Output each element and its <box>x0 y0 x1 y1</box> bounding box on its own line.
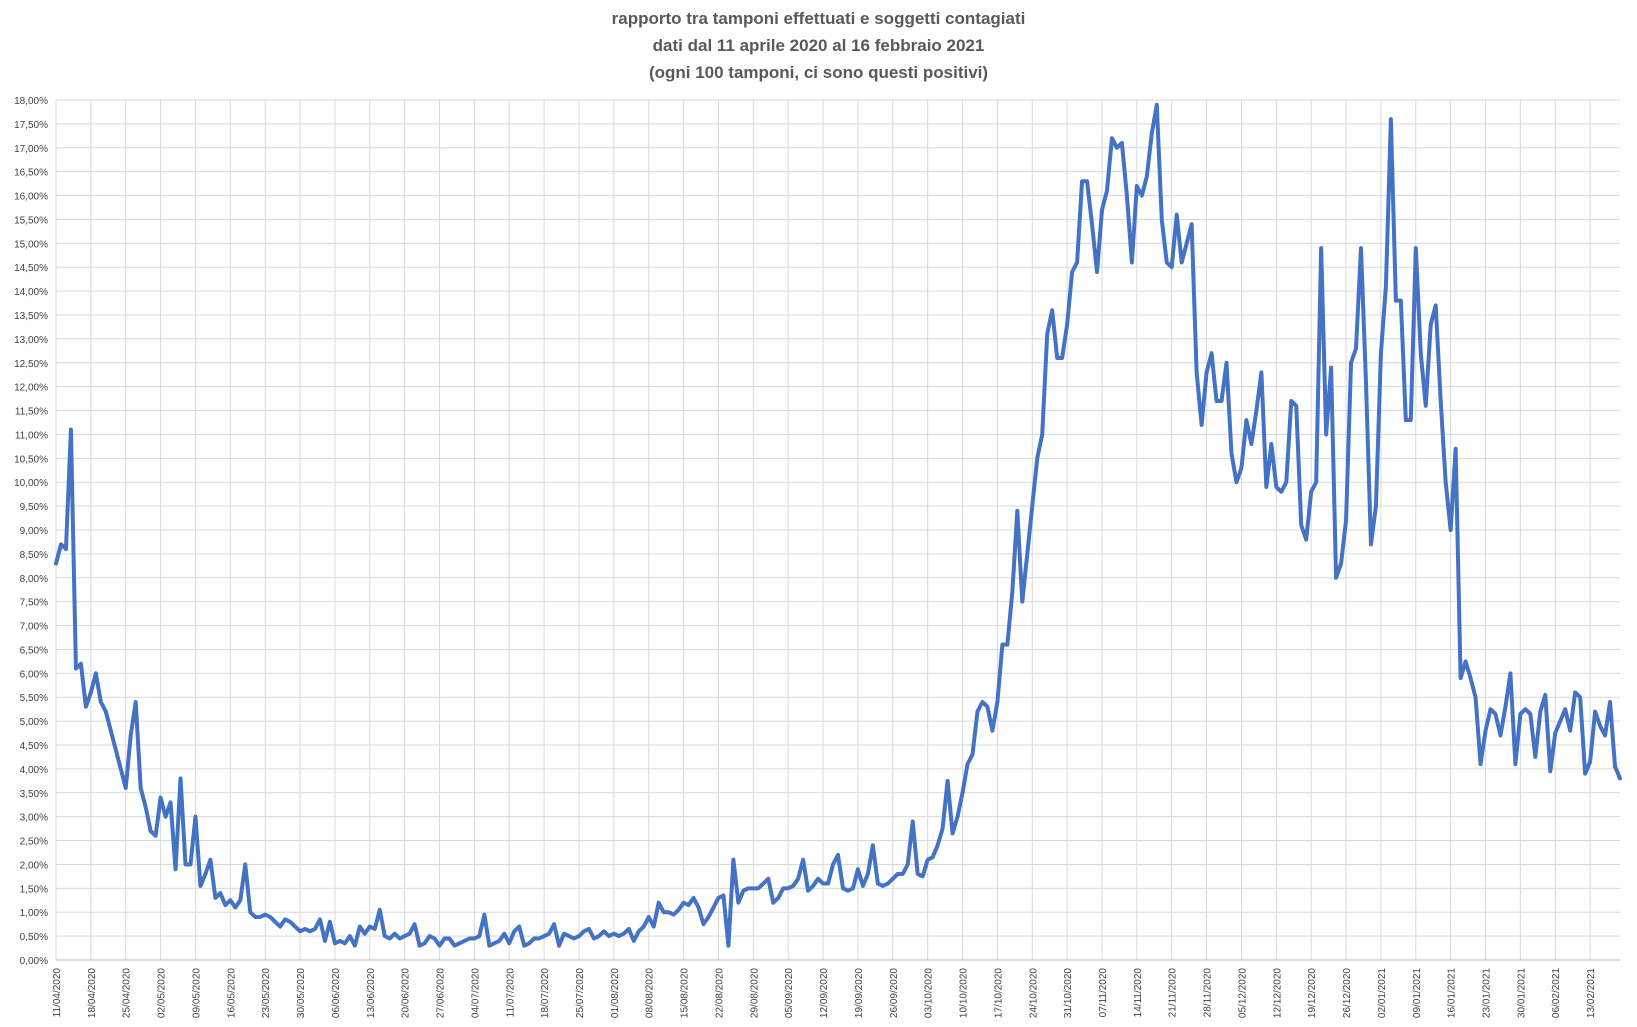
x-tick-label: 11/04/2020 <box>52 968 63 1018</box>
x-tick-label: 09/01/2021 <box>1412 968 1423 1018</box>
x-tick-label: 27/06/2020 <box>436 968 447 1018</box>
x-tick-label: 24/10/2020 <box>1028 968 1039 1018</box>
y-tick-label: 6,00% <box>20 669 48 680</box>
x-tick-label: 14/11/2020 <box>1133 968 1144 1018</box>
x-tick-label: 25/04/2020 <box>122 968 133 1018</box>
x-tick-label: 05/12/2020 <box>1237 968 1248 1018</box>
y-tick-label: 7,50% <box>20 598 48 609</box>
x-tick-label: 03/10/2020 <box>924 968 935 1018</box>
x-tick-label: 07/11/2020 <box>1098 968 1109 1018</box>
y-tick-label: 17,00% <box>14 144 48 155</box>
x-tick-label: 28/11/2020 <box>1203 968 1214 1018</box>
x-tick-label: 06/06/2020 <box>331 968 342 1018</box>
x-tick-label: 09/05/2020 <box>191 968 202 1018</box>
x-tick-label: 12/12/2020 <box>1272 968 1283 1018</box>
y-tick-label: 3,00% <box>20 813 48 824</box>
y-tick-label: 9,50% <box>20 502 48 513</box>
x-tick-label: 26/09/2020 <box>889 968 900 1018</box>
y-tick-label: 14,50% <box>14 263 48 274</box>
y-tick-label: 0,50% <box>20 932 48 943</box>
y-tick-label: 11,50% <box>15 407 48 418</box>
x-tick-label: 15/08/2020 <box>680 968 691 1018</box>
x-tick-label: 05/09/2020 <box>784 968 795 1018</box>
y-tick-label: 6,50% <box>20 645 48 656</box>
y-tick-label: 1,00% <box>20 908 48 919</box>
x-tick-label: 20/06/2020 <box>401 968 412 1018</box>
x-tick-label: 17/10/2020 <box>993 968 1004 1018</box>
y-tick-label: 5,00% <box>20 717 48 728</box>
x-tick-label: 29/08/2020 <box>749 968 760 1018</box>
x-tick-label: 25/07/2020 <box>575 968 586 1018</box>
x-tick-label: 18/04/2020 <box>87 968 98 1018</box>
x-tick-label: 22/08/2020 <box>714 968 725 1018</box>
y-tick-label: 1,50% <box>20 884 48 895</box>
y-tick-label: 2,50% <box>20 837 48 848</box>
chart-title-line-2: dati dal 11 aprile 2020 al 16 febbraio 2… <box>652 36 985 55</box>
y-tick-label: 10,00% <box>14 478 48 489</box>
y-tick-label: 15,50% <box>14 215 48 226</box>
y-tick-label: 16,50% <box>14 168 48 179</box>
y-tick-label: 13,00% <box>14 335 48 346</box>
y-tick-label: 17,50% <box>14 120 48 131</box>
x-tick-label: 31/10/2020 <box>1063 968 1074 1018</box>
x-tick-label: 04/07/2020 <box>470 968 481 1018</box>
x-tick-label: 10/10/2020 <box>959 968 970 1018</box>
y-tick-label: 8,00% <box>20 574 48 585</box>
y-tick-label: 15,00% <box>14 239 48 250</box>
y-tick-label: 18,00% <box>14 96 48 107</box>
x-tick-label: 16/01/2021 <box>1447 968 1458 1018</box>
y-tick-label: 14,00% <box>14 287 48 298</box>
series-line <box>54 102 1622 948</box>
y-tick-label: 16,00% <box>14 192 48 203</box>
x-tick-label: 08/08/2020 <box>645 968 656 1018</box>
y-tick-label: 12,50% <box>14 359 48 370</box>
y-tick-label: 5,50% <box>20 693 48 704</box>
x-tick-label: 26/12/2020 <box>1342 968 1353 1018</box>
chart-title-line-3: (ogni 100 tamponi, ci sono questi positi… <box>648 63 989 82</box>
y-tick-label: 3,50% <box>20 789 48 800</box>
chart-title-line-1: rapporto tra tamponi effettuati e sogget… <box>611 9 1026 28</box>
x-tick-label: 12/09/2020 <box>819 968 830 1018</box>
x-tick-label: 16/05/2020 <box>226 968 237 1018</box>
y-tick-label: 7,00% <box>20 622 48 633</box>
x-tick-label: 13/06/2020 <box>366 968 377 1018</box>
x-tick-label: 19/09/2020 <box>854 968 865 1018</box>
y-tick-label: 0,00% <box>20 956 48 967</box>
y-tick-label: 13,50% <box>14 311 48 322</box>
x-tick-label: 30/01/2021 <box>1516 968 1527 1018</box>
y-tick-label: 12,00% <box>14 383 48 394</box>
x-tick-label: 06/02/2021 <box>1551 968 1562 1018</box>
y-tick-label: 2,00% <box>20 860 48 871</box>
x-tick-label: 01/08/2020 <box>610 968 621 1018</box>
x-tick-label: 18/07/2020 <box>540 968 551 1018</box>
y-tick-label: 8,50% <box>20 550 48 561</box>
x-tick-label: 02/05/2020 <box>157 968 168 1018</box>
x-tick-label: 23/05/2020 <box>261 968 272 1018</box>
y-tick-label: 11,00% <box>15 430 48 441</box>
x-tick-label: 13/02/2021 <box>1586 968 1597 1018</box>
x-tick-label: 23/01/2021 <box>1482 968 1493 1018</box>
x-tick-label: 21/11/2020 <box>1168 968 1179 1018</box>
y-tick-label: 9,00% <box>20 526 48 537</box>
x-tick-label: 02/01/2021 <box>1377 968 1388 1018</box>
x-tick-label: 19/12/2020 <box>1307 968 1318 1018</box>
x-tick-label: 30/05/2020 <box>296 968 307 1018</box>
x-tick-label: 11/07/2020 <box>505 968 516 1018</box>
y-tick-label: 4,50% <box>20 741 48 752</box>
y-tick-label: 10,50% <box>14 454 48 465</box>
y-tick-label: 4,00% <box>20 765 48 776</box>
